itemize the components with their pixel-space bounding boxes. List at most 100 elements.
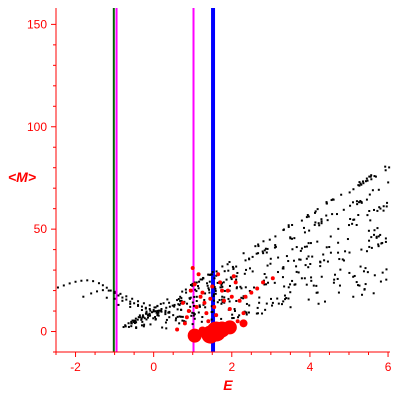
band-4-point [348, 271, 351, 274]
series-0-point [92, 280, 95, 283]
band-0-point [325, 201, 328, 204]
series-0-point [82, 295, 85, 298]
band-2-point [305, 245, 308, 248]
band-3-point [195, 300, 198, 303]
band-4-point [223, 296, 226, 299]
band-0-point [262, 240, 265, 243]
band-3-point [143, 317, 146, 320]
band-2-point [127, 325, 130, 328]
band-4-point [161, 326, 164, 329]
series-1-point [198, 326, 207, 335]
band-2-point [386, 201, 389, 204]
band-3-point [292, 259, 295, 262]
band-2-point [180, 299, 183, 302]
series-0-point [131, 297, 134, 300]
band-3-point [248, 289, 251, 292]
band-3-point [377, 245, 380, 248]
series-0-point [90, 292, 93, 295]
band-4-point [176, 315, 179, 318]
band-4-point [174, 319, 177, 322]
band-1-point [132, 319, 135, 322]
band-4-point [264, 308, 267, 311]
series-0-point [96, 290, 99, 293]
band-0-point [313, 211, 316, 214]
band-3-point [164, 309, 167, 312]
band-4-point [271, 301, 274, 304]
series-0-point [119, 292, 122, 295]
band-4-point [333, 278, 336, 281]
band-3-point [219, 286, 222, 289]
band-3-point [130, 322, 133, 325]
series-0-point [113, 297, 116, 300]
band-0-point [370, 178, 373, 181]
band-1-point [235, 265, 238, 268]
band-0-point [361, 180, 364, 183]
band-3-point [338, 258, 341, 261]
series-0-point [172, 314, 175, 317]
band-1-point [197, 285, 200, 288]
band-1-point [130, 320, 133, 323]
series-1-point [222, 320, 237, 335]
band-2-point [251, 270, 254, 273]
band-4-point [300, 277, 303, 280]
band-1-point [302, 226, 305, 229]
series-0-point [101, 284, 104, 287]
band-4-point [284, 298, 287, 301]
band-4-point [220, 317, 223, 320]
band-4-point [316, 291, 319, 294]
band-4-point [258, 301, 261, 304]
series-1-point [235, 319, 240, 324]
band-4-point [310, 276, 313, 279]
band-4-point [193, 313, 196, 316]
band-1-point [291, 237, 294, 240]
band-3-point [322, 253, 325, 256]
band-1-point [179, 295, 182, 298]
y-tick-label: 100 [27, 120, 47, 134]
band-1-point [308, 229, 311, 232]
band-3-point [253, 286, 256, 289]
band-3-point [342, 259, 345, 262]
band-1-point [387, 181, 390, 184]
band-3-point [148, 314, 151, 317]
band-0-point [358, 184, 361, 187]
series-0-point [129, 300, 132, 303]
band-2-point [208, 288, 211, 291]
band-0-point [362, 182, 365, 185]
band-2-point [266, 264, 269, 267]
band-4-point [181, 319, 184, 322]
band-3-point [178, 304, 181, 307]
series-1-point [210, 284, 215, 289]
series-1-point [180, 300, 185, 305]
band-4-point [245, 311, 248, 314]
band-4-point [334, 273, 337, 276]
band-4-point [363, 288, 366, 291]
band-4-point [238, 314, 241, 317]
band-0-point [221, 265, 224, 268]
band-3-point [221, 295, 224, 298]
band-2-point [188, 297, 191, 300]
band-4-point [320, 275, 323, 278]
series-0-point [97, 282, 100, 285]
band-2-point [136, 318, 139, 321]
band-3-point [384, 237, 387, 240]
x-tick-label: 4 [307, 360, 314, 374]
band-2-point [206, 284, 209, 287]
band-3-point [373, 229, 376, 232]
band-0-point [305, 216, 308, 219]
band-4-point [358, 284, 361, 287]
band-2-point [348, 224, 351, 227]
band-3-point [287, 260, 290, 263]
band-1-point [177, 297, 180, 300]
band-2-point [168, 305, 171, 308]
band-0-point [189, 283, 192, 286]
band-1-point [261, 250, 264, 253]
band-0-point [373, 175, 376, 178]
series-1-point [188, 288, 193, 293]
band-1-point [248, 258, 251, 261]
band-2-point [337, 227, 340, 230]
series-0-point [117, 303, 120, 306]
band-0-point [325, 202, 328, 205]
band-1-point [377, 188, 380, 191]
band-1-point [360, 201, 363, 204]
band-3-point [299, 258, 302, 261]
